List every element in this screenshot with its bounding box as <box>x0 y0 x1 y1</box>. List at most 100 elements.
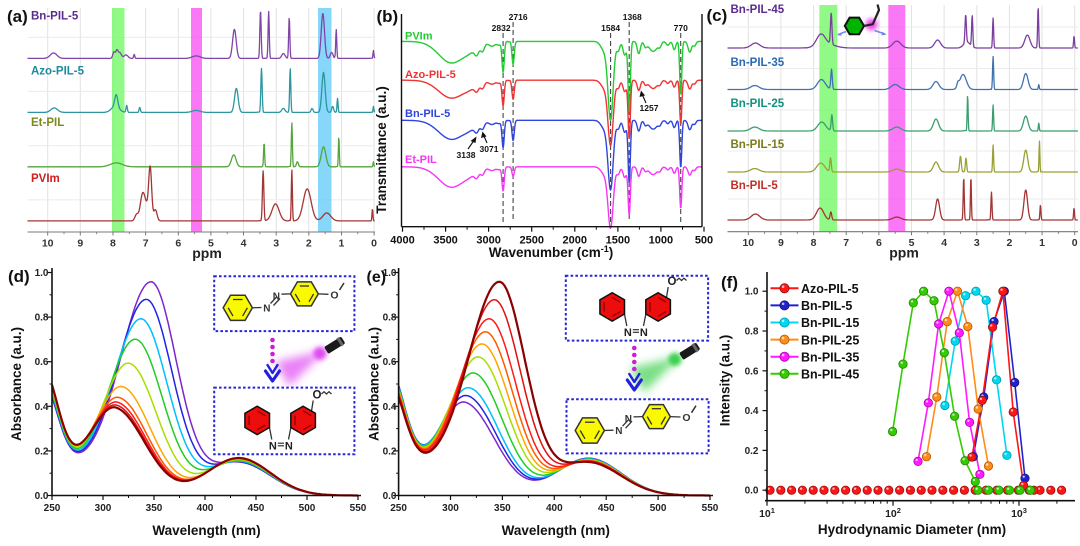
svg-text:6: 6 <box>876 237 882 249</box>
svg-text:N: N <box>625 414 632 425</box>
svg-text:1: 1 <box>1039 237 1045 249</box>
svg-text:400: 400 <box>197 503 214 514</box>
svg-text:350: 350 <box>146 503 163 514</box>
svg-text:8: 8 <box>110 238 116 250</box>
svg-text:Wavelength (nm): Wavelength (nm) <box>152 523 260 538</box>
svg-text:770: 770 <box>674 23 688 33</box>
svg-text:3138: 3138 <box>457 150 476 160</box>
svg-text:O: O <box>668 276 677 288</box>
svg-text:1000: 1000 <box>649 235 673 247</box>
svg-text:550: 550 <box>702 503 719 514</box>
svg-text:Bn-PIL-25: Bn-PIL-25 <box>731 98 785 110</box>
svg-text:PVIm: PVIm <box>31 173 60 185</box>
svg-text:9: 9 <box>778 237 784 249</box>
svg-text:0.4: 0.4 <box>745 406 759 417</box>
svg-text:1: 1 <box>339 238 345 250</box>
svg-text:Bn-PIL-45: Bn-PIL-45 <box>731 4 785 16</box>
svg-text:1.0: 1.0 <box>35 268 49 279</box>
svg-text:Wavelength (nm): Wavelength (nm) <box>502 523 610 538</box>
svg-text:Bn-PIL-45: Bn-PIL-45 <box>801 368 859 382</box>
svg-text:300: 300 <box>95 503 112 514</box>
svg-text:ppm: ppm <box>889 245 919 261</box>
svg-text:Bn-PIL-5: Bn-PIL-5 <box>405 108 450 120</box>
svg-text:0.6: 0.6 <box>35 357 49 368</box>
svg-text:0.0: 0.0 <box>35 491 49 502</box>
svg-text:2832: 2832 <box>492 23 511 33</box>
svg-text:3500: 3500 <box>433 235 457 247</box>
svg-text:2: 2 <box>306 238 312 250</box>
svg-text:Bn-PIL-5: Bn-PIL-5 <box>731 180 779 192</box>
svg-text:Absorbance (a.u.): Absorbance (a.u.) <box>9 327 24 441</box>
svg-text:(a): (a) <box>7 7 28 26</box>
svg-text:4: 4 <box>941 237 947 249</box>
svg-text:ppm: ppm <box>192 245 222 261</box>
svg-text:0.0: 0.0 <box>745 486 759 497</box>
svg-text:O: O <box>330 289 338 301</box>
svg-text:0: 0 <box>1072 237 1078 249</box>
svg-text:0.6: 0.6 <box>745 366 759 377</box>
svg-text:9: 9 <box>77 238 83 250</box>
svg-text:4000: 4000 <box>390 235 414 247</box>
svg-text:450: 450 <box>248 503 265 514</box>
svg-text:8: 8 <box>811 237 817 249</box>
svg-text:N: N <box>615 426 622 437</box>
svg-text:(b): (b) <box>377 7 399 26</box>
svg-text:(d): (d) <box>8 267 30 286</box>
svg-text:0.2: 0.2 <box>383 446 397 457</box>
svg-text:N: N <box>273 292 280 303</box>
svg-text:0.2: 0.2 <box>35 446 49 457</box>
svg-text:O: O <box>313 390 322 402</box>
svg-text:2716: 2716 <box>509 12 528 22</box>
svg-text:1584: 1584 <box>601 23 620 33</box>
svg-text:500: 500 <box>650 503 667 514</box>
svg-text:Bn-PIL-5: Bn-PIL-5 <box>801 299 852 313</box>
svg-text:N: N <box>285 441 293 453</box>
svg-text:0.2: 0.2 <box>745 446 759 457</box>
svg-text:3: 3 <box>974 237 980 249</box>
svg-text:(c): (c) <box>707 6 728 25</box>
svg-text:Transmittance (a.u.): Transmittance (a.u.) <box>374 86 389 214</box>
svg-text:6: 6 <box>175 238 181 250</box>
svg-text:Azo-PIL-5: Azo-PIL-5 <box>405 69 456 81</box>
svg-text:4: 4 <box>241 238 247 250</box>
svg-text:500: 500 <box>299 503 316 514</box>
svg-text:10: 10 <box>742 237 754 249</box>
svg-text:(f): (f) <box>721 273 738 292</box>
svg-text:250: 250 <box>44 503 61 514</box>
svg-text:1.0: 1.0 <box>745 287 759 298</box>
svg-text:550: 550 <box>350 503 367 514</box>
svg-text:450: 450 <box>598 503 615 514</box>
svg-text:0.8: 0.8 <box>35 313 49 324</box>
svg-text:0.8: 0.8 <box>745 327 759 338</box>
svg-text:Bn-PIL-15: Bn-PIL-15 <box>801 316 859 330</box>
svg-text:Bn-PIL-25: Bn-PIL-25 <box>801 333 859 347</box>
svg-text:500: 500 <box>695 235 713 247</box>
svg-text:0: 0 <box>371 238 377 250</box>
svg-text:0.6: 0.6 <box>383 357 397 368</box>
svg-text:N: N <box>624 327 632 339</box>
svg-text:Et-PIL: Et-PIL <box>405 154 437 166</box>
svg-text:Wavenumber (cm-1): Wavenumber (cm-1) <box>489 244 614 260</box>
svg-text:300: 300 <box>442 503 459 514</box>
svg-text:1257: 1257 <box>640 103 659 113</box>
svg-text:Et-PIL: Et-PIL <box>31 117 64 129</box>
svg-text:1368: 1368 <box>623 12 642 22</box>
svg-text:Bn-PIL-15: Bn-PIL-15 <box>731 139 785 151</box>
svg-text:7: 7 <box>143 238 149 250</box>
svg-text:Absorbance (a.u.): Absorbance (a.u.) <box>367 327 382 441</box>
svg-text:7: 7 <box>843 237 849 249</box>
svg-text:Azo-PIL-5: Azo-PIL-5 <box>801 282 859 296</box>
svg-text:250: 250 <box>390 503 407 514</box>
svg-text:(e): (e) <box>367 269 387 286</box>
svg-text:Intensity (a.u.): Intensity (a.u.) <box>718 335 733 427</box>
svg-text:0.4: 0.4 <box>35 402 49 413</box>
svg-text:0.4: 0.4 <box>383 402 397 413</box>
svg-text:Hydrodynamic Diameter (nm): Hydrodynamic Diameter (nm) <box>818 522 1006 537</box>
svg-text:N: N <box>640 327 648 339</box>
svg-text:2: 2 <box>1006 237 1012 249</box>
svg-text:0.0: 0.0 <box>383 491 397 502</box>
svg-text:0.8: 0.8 <box>383 313 397 324</box>
svg-text:PVIm: PVIm <box>405 31 433 43</box>
svg-text:350: 350 <box>494 503 511 514</box>
svg-text:N: N <box>263 304 270 315</box>
